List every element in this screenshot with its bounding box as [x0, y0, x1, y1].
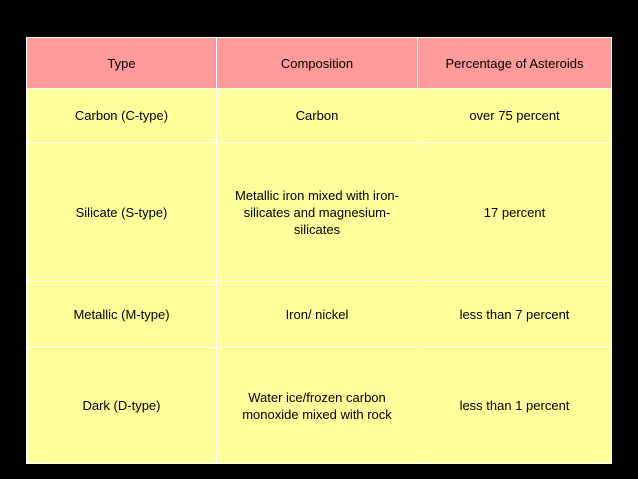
cell-percentage: less than 1 percent [417, 347, 612, 464]
table-row: Metallic (M-type) Iron/ nickel less than… [26, 281, 612, 348]
cell-type: Carbon (C-type) [26, 88, 217, 143]
table-row: Carbon (C-type) Carbon over 75 percent [26, 88, 612, 143]
cell-type: Silicate (S-type) [26, 142, 217, 282]
table-row: Silicate (S-type) Metallic iron mixed wi… [26, 142, 612, 282]
header-type: Type [26, 37, 217, 89]
cell-composition: Carbon [216, 88, 418, 143]
cell-composition: Water ice/frozen carbon monoxide mixed w… [216, 347, 418, 464]
cell-composition: Iron/ nickel [216, 281, 418, 348]
header-row: Type Composition Percentage of Asteroids [26, 37, 612, 89]
asteroid-types-table: Type Composition Percentage of Asteroids… [26, 37, 612, 464]
header-percentage: Percentage of Asteroids [417, 37, 612, 89]
cell-type: Dark (D-type) [26, 347, 217, 464]
cell-composition: Metallic iron mixed with iron-silicates … [216, 142, 418, 282]
cell-percentage: less than 7 percent [417, 281, 612, 348]
cell-percentage: over 75 percent [417, 88, 612, 143]
cell-type: Metallic (M-type) [26, 281, 217, 348]
cell-percentage: 17 percent [417, 142, 612, 282]
header-composition: Composition [216, 37, 418, 89]
table-row: Dark (D-type) Water ice/frozen carbon mo… [26, 347, 612, 464]
